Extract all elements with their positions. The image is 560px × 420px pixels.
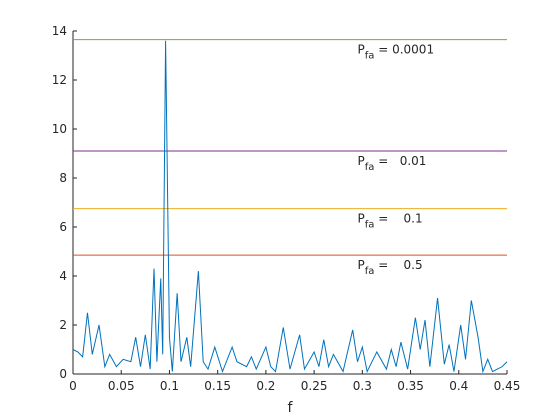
x-tick-label: 0.15 (204, 379, 231, 393)
symbol: P (358, 212, 365, 226)
periodogram-line (72, 40, 508, 374)
symbol: P (358, 258, 365, 272)
symbol: P (358, 154, 365, 168)
x-tick-label: 0.45 (494, 379, 521, 393)
y-tick-label: 12 (52, 73, 67, 87)
y-tick-label: 6 (59, 220, 67, 234)
subscript: fa (365, 266, 375, 277)
y-tick-label: 4 (59, 269, 67, 283)
threshold-label: Pfa = 0.5 (358, 258, 423, 277)
x-tick-label: 0.4 (449, 379, 468, 393)
subscript: fa (365, 51, 375, 62)
x-tick-label: 0.25 (301, 379, 328, 393)
threshold-text: = 0.1 (374, 212, 422, 226)
x-tick-label: 0.1 (160, 379, 179, 393)
x-tick-label: 0.2 (256, 379, 275, 393)
x-tick-label: 0.35 (397, 379, 424, 393)
threshold-text: = 0.0001 (374, 43, 434, 57)
x-axis-label: f (288, 400, 294, 416)
y-tick-label: 10 (52, 122, 67, 136)
x-tick-label: 0.3 (353, 379, 372, 393)
threshold-label: Pfa = 0.01 (358, 154, 427, 173)
y-tick-label: 0 (59, 367, 67, 381)
subscript: fa (365, 220, 375, 231)
x-tick-label: 0.05 (108, 379, 135, 393)
threshold-label: Pfa = 0.1 (358, 212, 423, 231)
y-tick-label: 14 (52, 24, 67, 38)
subscript: fa (365, 162, 375, 173)
threshold-label: Pfa = 0.0001 (358, 43, 435, 62)
y-tick-label: 2 (59, 318, 67, 332)
y-tick-label: 8 (59, 171, 67, 185)
x-tick-label: 0 (69, 379, 77, 393)
symbol: P (358, 43, 365, 57)
threshold-text: = 0.01 (374, 154, 426, 168)
threshold-text: = 0.5 (374, 258, 422, 272)
